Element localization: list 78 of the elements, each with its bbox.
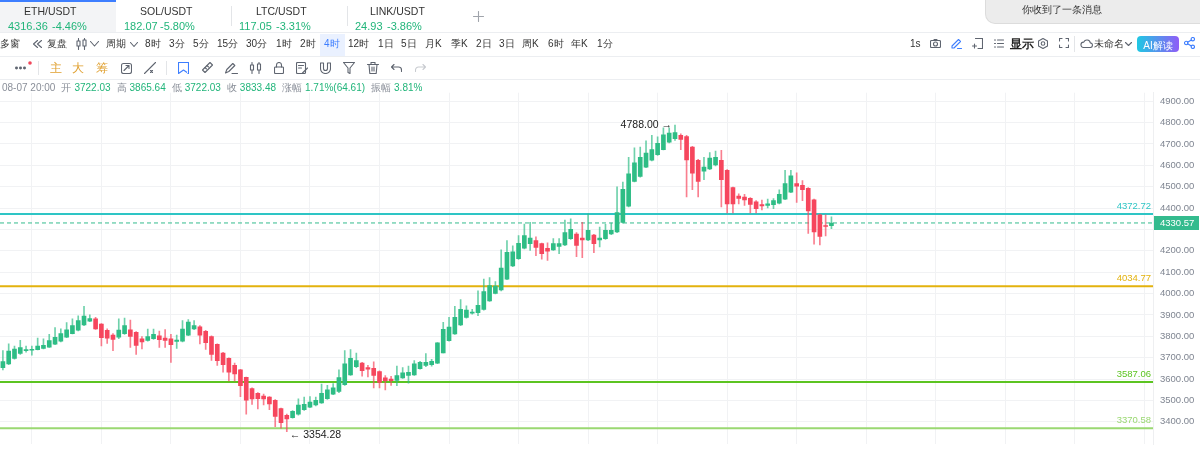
text: 8时 [145,37,161,51]
y-tick-label: 4800.00 [1160,116,1195,128]
y-tick-label: 3700.00 [1160,351,1195,363]
y-tick-label: 3900.00 [1160,308,1195,320]
annotation: 低 [171,81,182,95]
text: 182.07 [124,19,158,34]
ref-line-label: 4330.57 [1160,217,1195,229]
annotation: 3722.03 [184,81,221,95]
text: LTC/USDT [256,4,307,19]
text: 6时 [548,37,564,51]
text: 4316.36 [8,19,48,34]
text: 周期 [106,37,126,51]
text: 5分 [193,37,209,51]
annotation: 涨幅 [282,81,303,95]
y-tick-label: 3400.00 [1160,415,1195,427]
text: 12时 [348,37,370,51]
ai-button: AI解读 [1137,36,1179,52]
y-tick-label: 4100.00 [1160,265,1195,277]
text: 主 [50,60,62,76]
text: 3分 [169,37,185,51]
text: SOL/USDT [140,4,193,19]
annotation: 3833.48 [239,81,277,95]
text: 24.93 [355,19,383,34]
y-tick-label: 4200.00 [1160,244,1195,256]
ref-line-label: 4034.77 [1116,272,1151,284]
y-tick-label: 4400.00 [1160,201,1195,213]
text: -4.46% [52,19,87,34]
text: 1日 [378,37,394,51]
text: 2时 [300,37,316,51]
text: 月K [425,37,442,51]
y-tick-label: 4500.00 [1160,180,1195,192]
annotation: 高 [116,81,127,95]
text: 大 [72,60,84,76]
y-tick-label: 3800.00 [1160,329,1195,341]
text: 1时 [276,37,292,51]
annotation: 振幅 [371,81,392,95]
annotation: 4788.00 → [620,118,672,131]
text: 显示 [1010,36,1034,52]
text: 筹 [96,60,108,76]
text: 5日 [401,37,417,51]
text: 117.05 [239,19,272,34]
text: 1s [910,37,921,51]
y-tick-label: 4600.00 [1160,159,1195,170]
text: -3.31% [276,19,311,34]
text: 30分 [246,37,268,51]
y-tick-label: 4000.00 [1160,287,1195,299]
text: 周K [522,37,539,51]
text: -3.86% [387,19,422,34]
ref-line-label: 3370.58 [1116,414,1151,426]
annotation: 08-07 20:00 [2,81,56,95]
text: LINK/USDT [370,4,425,19]
text: -5.80% [160,19,195,34]
text: 年K [571,37,588,51]
text: 季K [451,37,468,51]
text: 3日 [499,37,515,51]
text: 1分 [597,37,613,51]
annotation: 3865.64 [129,81,166,95]
y-tick-label: 4900.00 [1160,94,1195,106]
text: 4时 [324,37,340,51]
annotation: 收 [226,81,237,95]
annotation: 3722.03 [74,81,111,95]
ref-line-label: 3587.06 [1116,367,1151,379]
ref-line-label: 4372.72 [1116,199,1151,211]
text: 2日 [476,37,492,51]
text: ETH/USDT [24,4,77,19]
text: 15分 [217,37,239,51]
annotation: 1.71%(64.61) [305,81,366,95]
text: 多窗 [0,37,20,51]
y-tick-label: 4700.00 [1160,137,1195,149]
annotation: 3.81% [394,81,423,95]
text: 复盘 [47,37,67,51]
candlestick [168,334,174,363]
text: 未命名 [1094,37,1124,51]
annotation: ← 3354.28 [289,427,342,440]
y-tick-label: 3500.00 [1160,394,1195,406]
text: 你收到了一条消息 [1022,3,1102,17]
y-tick-label: 3600.00 [1160,372,1195,384]
annotation: 开 [61,81,72,95]
